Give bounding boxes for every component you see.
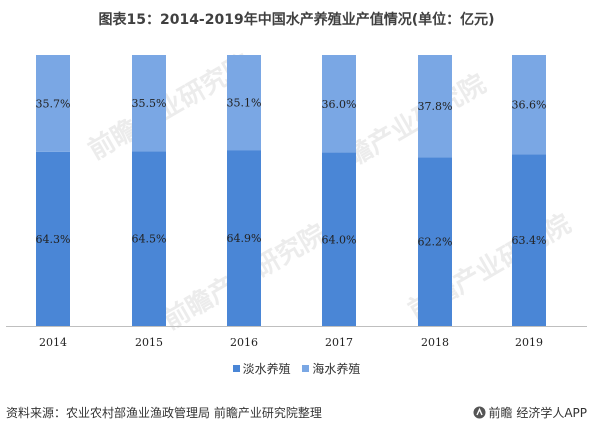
bar-segment-freshwater-2017 — [322, 152, 356, 326]
data-label-marine-2018: 37.8% — [418, 100, 453, 113]
legend-swatch-marine — [302, 365, 310, 372]
x-tick-labels: 2014 2015 2016 2017 2018 2019 — [39, 336, 543, 349]
x-tick-label-2015: 2015 — [135, 336, 163, 349]
x-tick-label-2014: 2014 — [39, 336, 67, 349]
data-label-freshwater-2019: 63.4% — [512, 234, 547, 247]
data-label-freshwater-2014: 64.3% — [36, 233, 71, 246]
data-label-marine-2016: 35.1% — [227, 97, 262, 110]
bar-segment-freshwater-2018 — [418, 157, 452, 326]
data-label-freshwater-2017: 64.0% — [322, 233, 357, 246]
legend-item-marine: 海水养殖 — [302, 360, 360, 377]
bar-segment-freshwater-2014 — [36, 151, 70, 326]
data-labels: 64.3% 35.7% 64.5% 35.5% 64.9% 35.1% 64.0% 36.0%… — [36, 97, 547, 249]
data-label-freshwater-2015: 64.5% — [132, 233, 167, 246]
bar-segment-marine-2014 — [36, 55, 70, 152]
bar-segment-marine-2016 — [227, 55, 261, 151]
bar-segment-marine-2019 — [512, 55, 546, 155]
legend-label-freshwater: 淡水养殖 — [242, 362, 291, 376]
data-label-freshwater-2016: 64.9% — [227, 232, 262, 245]
chart-title: 图表15：2014-2019年中国水产养殖业产值情况(单位：亿元) — [98, 12, 495, 28]
bar-group — [36, 55, 546, 326]
data-label-marine-2019: 36.6% — [512, 99, 547, 112]
bar-segment-freshwater-2019 — [512, 154, 546, 326]
data-label-marine-2015: 35.5% — [132, 97, 167, 110]
bar-segment-freshwater-2016 — [227, 150, 261, 326]
legend-swatch-freshwater — [232, 365, 240, 372]
bar-segment-marine-2018 — [418, 55, 452, 158]
footer: 资料来源：农业农村部渔业渔政管理局 前瞻产业研究院整理 前瞻 经济学人APP — [6, 404, 587, 422]
legend-item-freshwater: 淡水养殖 — [232, 360, 291, 377]
data-label-freshwater-2018: 62.2% — [418, 236, 453, 249]
qianzhan-logo-icon — [473, 406, 485, 419]
brand-label: 前瞻 经济学人APP — [488, 406, 588, 420]
x-tick-label-2017: 2017 — [325, 336, 353, 349]
bar-segment-marine-2017 — [322, 55, 356, 153]
legend: 淡水养殖 海水养殖 — [0, 360, 593, 377]
brand: 前瞻 经济学人APP — [473, 404, 588, 421]
data-label-marine-2014: 35.7% — [36, 97, 71, 110]
x-tick-label-2018: 2018 — [421, 336, 449, 349]
x-tick-label-2019: 2019 — [515, 336, 543, 349]
source-note: 资料来源：农业农村部渔业渔政管理局 前瞻产业研究院整理 — [6, 406, 322, 420]
bar-segment-freshwater-2015 — [132, 151, 166, 326]
data-label-marine-2017: 36.0% — [322, 98, 357, 111]
legend-label-marine: 海水养殖 — [312, 362, 361, 376]
x-tick-label-2016: 2016 — [230, 336, 258, 349]
bar-segment-marine-2015 — [132, 55, 166, 152]
